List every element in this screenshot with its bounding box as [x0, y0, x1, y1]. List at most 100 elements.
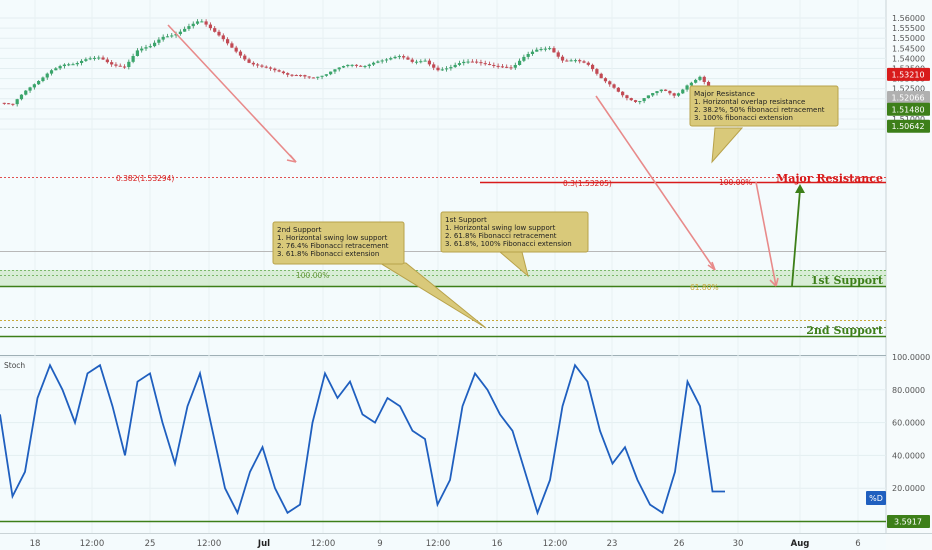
stoch-series-badge: %D	[866, 491, 886, 505]
candle-body	[2, 102, 6, 104]
candle-body	[621, 91, 625, 96]
candle-body	[131, 56, 135, 62]
price-tick-label: 1.54500	[892, 44, 925, 53]
candle-body	[539, 49, 543, 51]
candle-body	[638, 101, 642, 103]
candle-body	[685, 85, 689, 90]
first-support-label: 1st Support	[811, 274, 884, 287]
candle-body	[234, 47, 238, 52]
candle-body	[101, 57, 105, 60]
candle-body	[633, 100, 638, 102]
candle-body	[406, 57, 410, 60]
callout-second-support[interactable]: 2nd Support 1. Horizontal swing low supp…	[272, 221, 487, 329]
trend-arrows	[167, 24, 779, 287]
candle-body	[341, 66, 346, 68]
stoch-axis[interactable]: 100.0000 80.0000 60.0000 40.0000 20.0000	[892, 353, 930, 493]
candle-body	[273, 68, 277, 71]
callout-second-title: 2nd Support	[277, 225, 322, 234]
candle-body	[294, 75, 298, 77]
candle-body	[6, 103, 11, 105]
time-axis[interactable]: 18 12:00 25 12:00 Jul 12:00 9 12:00 16 12:00 23 26 3…	[30, 539, 861, 549]
candle-body	[45, 73, 49, 78]
downtrend-arrow-2	[595, 95, 716, 271]
candle-body	[419, 61, 423, 63]
candle-body	[28, 87, 32, 91]
candle-body	[479, 62, 483, 64]
candle-body	[213, 28, 217, 32]
time-label: 23	[607, 539, 618, 549]
price-tick-label: 1.55500	[892, 24, 925, 33]
price-tick-label: 1.52500	[892, 85, 925, 94]
candle-body	[127, 61, 131, 68]
candle-body	[277, 70, 281, 72]
candle-body	[466, 61, 470, 63]
downtrend-arrow-1	[167, 24, 297, 163]
candle-body	[698, 76, 702, 80]
candle-body	[578, 60, 582, 62]
candle-body	[114, 64, 118, 66]
candle-body	[148, 46, 152, 48]
candle-body	[689, 82, 693, 86]
candle-body	[320, 75, 324, 77]
stoch-low-tag-label: 3.5917	[894, 518, 922, 527]
candle-body	[384, 59, 389, 61]
callout-first-support[interactable]: 1st Support 1. Horizontal swing low supp…	[440, 211, 589, 278]
candle-body	[170, 35, 174, 37]
candle-body	[161, 36, 165, 40]
candle-body	[560, 56, 565, 61]
candle-body	[238, 51, 243, 56]
candle-body	[251, 62, 255, 65]
candle-body	[217, 31, 221, 36]
price-tag-label: 1.53210	[891, 70, 924, 79]
candle-body	[256, 64, 260, 66]
arrow-head-2b	[711, 261, 716, 271]
candle-body	[11, 103, 15, 105]
candle-body	[152, 42, 157, 47]
candle-body	[672, 93, 676, 96]
candle-body	[535, 49, 539, 52]
candle-body	[62, 64, 67, 67]
candle-body	[590, 64, 595, 70]
candle-body	[333, 69, 337, 72]
arrow-head-3b	[775, 277, 779, 287]
arrow-head-3a	[769, 279, 777, 287]
candle-body	[303, 75, 307, 77]
candle-body	[122, 66, 127, 68]
fib-label-3: 0.3(1.53205)	[563, 179, 612, 188]
candle-body	[264, 66, 268, 68]
candle-body	[513, 64, 517, 68]
candle-body	[316, 76, 320, 78]
callout-second-line-2: 2. 76.4% Fibonacci retracement	[277, 242, 389, 250]
price-tag-label: 1.50642	[891, 122, 924, 131]
candle-body	[144, 47, 148, 49]
candle-body	[380, 60, 384, 62]
callout-first-title: 1st Support	[445, 215, 487, 224]
price-tag	[887, 67, 930, 81]
candle-body	[625, 95, 629, 99]
candle-body	[88, 58, 92, 60]
candle-body	[595, 69, 599, 74]
stoch-tick-label: 60.0000	[892, 419, 925, 428]
callout-major-line-2: 2. 38.2%, 50% fibonacci retracement	[694, 106, 825, 114]
callout-major-resistance[interactable]: Major Resistance 1. Horizontal overlap r…	[689, 85, 839, 164]
candle-body	[118, 65, 122, 67]
candle-body	[681, 89, 685, 94]
candle-body	[599, 73, 603, 79]
candle-body	[483, 63, 487, 65]
time-label: 12:00	[80, 539, 105, 549]
candle-body	[389, 58, 393, 60]
candle-body	[247, 59, 251, 63]
candle-body	[15, 99, 19, 105]
candle-body	[655, 91, 659, 94]
candle-body	[530, 51, 535, 54]
candle-body	[41, 77, 45, 82]
candle-body	[183, 28, 187, 32]
callout-second-line-1: 1. Horizontal swing low support	[277, 234, 388, 242]
candle-body	[329, 71, 333, 75]
callout-major-title: Major Resistance	[694, 89, 756, 98]
candle-body	[75, 63, 79, 65]
candle-body	[19, 94, 24, 100]
candle-body	[659, 89, 663, 92]
candle-body	[260, 65, 264, 67]
